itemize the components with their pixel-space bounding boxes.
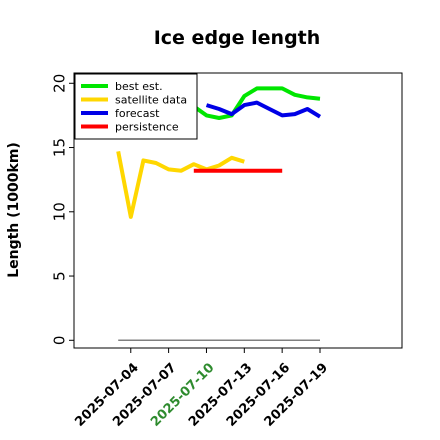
series-line-satellite-data (116, 151, 245, 219)
series-line-forecast (205, 100, 322, 119)
legend-label: satellite data (115, 94, 187, 107)
legend: best est.satellite dataforecastpersisten… (74, 73, 198, 140)
y-tick-label: 0 (51, 336, 69, 346)
y-tick-label: 5 (51, 271, 69, 281)
series-line-best-est- (180, 86, 321, 120)
legend-label: persistence (115, 121, 179, 134)
plot-frame (73, 72, 403, 349)
y-axis-label: Length (1000km) (6, 142, 22, 278)
y-tick-label: 20 (51, 74, 69, 93)
chart-title: Ice edge length (154, 27, 321, 49)
series-layer (116, 86, 322, 342)
legend-label: forecast (115, 107, 160, 120)
y-tick-label: 10 (51, 202, 69, 221)
y-tick-label: 15 (51, 138, 69, 157)
legend-label: best est. (115, 80, 163, 93)
